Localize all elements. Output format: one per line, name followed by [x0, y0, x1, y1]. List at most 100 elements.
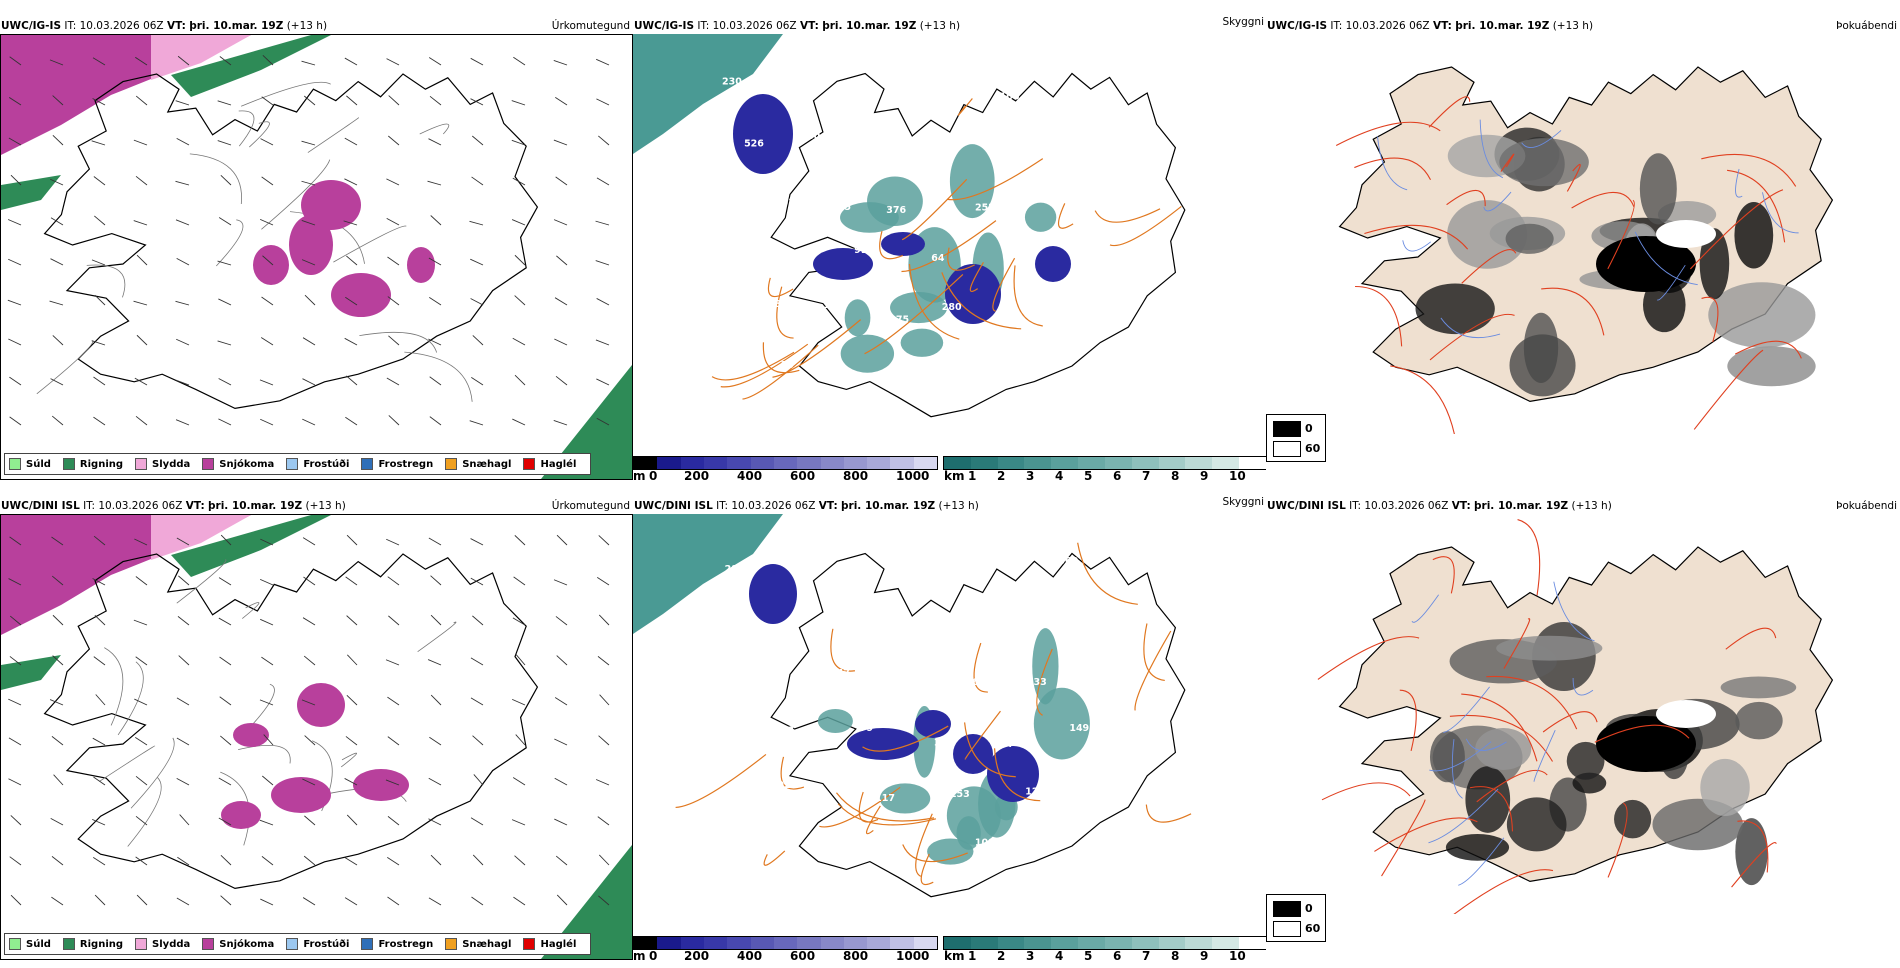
wind-barb — [471, 376, 484, 386]
wind-barb — [51, 415, 64, 426]
legend-label: Slydda — [152, 938, 191, 950]
colorbar-tick: 400 — [737, 949, 763, 963]
snow-blob — [271, 777, 331, 813]
legend-item-6: Snæhagl — [445, 938, 511, 950]
wind-barb — [386, 538, 400, 546]
road — [720, 343, 809, 388]
wind-barb — [553, 579, 568, 586]
wind-barb — [53, 774, 64, 786]
fog-index-area — [1496, 635, 1603, 661]
wind-barb — [135, 56, 148, 66]
fog-patch — [949, 144, 995, 219]
wind-barb — [596, 378, 610, 386]
wind-barb — [135, 815, 148, 826]
wind-barb — [8, 698, 22, 706]
legend-item-2: Slydda — [135, 938, 190, 950]
cloud-base-area — [733, 94, 793, 174]
road — [1486, 675, 1578, 730]
river — [1521, 130, 1562, 148]
fog-patch — [890, 291, 948, 324]
colorbar-cell — [1239, 457, 1266, 469]
wind-barb — [52, 335, 64, 346]
wind-barb — [219, 696, 232, 706]
colorbar-cell — [843, 937, 868, 949]
wind-barb — [555, 855, 568, 866]
fog-index-area — [1506, 797, 1567, 852]
cloud-thickness-label: 176 — [968, 366, 988, 377]
wind-barb — [135, 576, 148, 586]
wind-barb — [51, 855, 64, 866]
colorbar-tick: 10 — [1229, 949, 1246, 963]
wind-barb — [344, 857, 358, 866]
fog-patch — [844, 299, 871, 337]
fog-index-area — [1447, 200, 1528, 269]
road — [1335, 121, 1441, 146]
snow-blob — [407, 247, 435, 283]
wind-barb — [93, 376, 106, 386]
wind-barb — [52, 614, 64, 626]
legend-label: Slydda — [152, 458, 191, 470]
wind-barb — [8, 778, 22, 786]
colorbar-cell — [820, 457, 844, 469]
road — [130, 737, 175, 809]
wind-barb — [386, 377, 400, 386]
wind-barb — [52, 135, 64, 146]
legend-swatch — [286, 938, 299, 950]
wind-barb — [9, 416, 22, 426]
cloud-thickness-label: 145 — [831, 202, 851, 213]
colorbar-tick: 4 — [1055, 949, 1064, 963]
fog-index-area — [1566, 741, 1605, 780]
wind-barb — [388, 615, 400, 626]
wind-barb — [302, 418, 316, 426]
colorbar-cell — [970, 937, 998, 949]
snow-area — [1, 35, 251, 155]
cloud-map-canvas: 289 277 266 152 93 560 121 168 128 167 92 210 23 847 9… — [633, 514, 1192, 898]
road — [261, 159, 331, 230]
wind-barb — [344, 178, 358, 186]
wind-barb — [91, 259, 106, 266]
wind-barb — [387, 856, 400, 866]
cloud-thickness-label: 103 — [823, 300, 843, 311]
cloud-thickness-label: 18 — [1081, 298, 1095, 309]
road — [359, 331, 438, 353]
colorbar-cell — [773, 937, 798, 949]
wind-barb — [511, 100, 526, 106]
wind-barb — [51, 896, 64, 906]
cloud-thickness-label: 117 — [875, 793, 895, 804]
fog-map-canvas — [1317, 519, 1834, 914]
wind-barb — [135, 856, 148, 866]
visibility-unit: km — [944, 469, 965, 483]
wind-barb — [133, 220, 148, 226]
road — [901, 220, 997, 273]
panel-subtitle: Skyggni — [1222, 16, 1265, 28]
river — [1440, 317, 1501, 339]
legend-item-7: Haglél — [523, 938, 576, 950]
thickness-ticks: 0 200 400 600 800 1000 — [649, 949, 949, 963]
wind-barb — [94, 294, 106, 306]
wind-barb — [555, 176, 568, 186]
snow-blob — [221, 801, 261, 829]
cloud-thickness-label: 149 — [1069, 723, 1089, 734]
legend-item-5: Frostregn — [361, 938, 433, 950]
wind-barb — [511, 219, 526, 226]
wind-barb — [52, 95, 64, 106]
river — [1458, 837, 1505, 886]
snow-blob — [289, 215, 333, 275]
wind-barb — [8, 578, 22, 586]
wind-barb — [302, 778, 316, 786]
wind-barb — [344, 897, 358, 906]
road — [819, 786, 901, 828]
wind-barb — [428, 57, 442, 66]
wind-barb — [385, 779, 400, 786]
colorbar-cell — [634, 937, 658, 949]
road — [992, 257, 1016, 312]
road — [307, 117, 359, 153]
colorbar-tick: 2 — [997, 949, 1006, 963]
wind-barb — [302, 537, 316, 546]
wind-barb — [8, 97, 22, 106]
wind-barb — [302, 337, 316, 346]
wind-barb — [301, 140, 316, 146]
wind-barb — [52, 655, 64, 666]
cloud-thickness-label: 62 — [972, 677, 985, 688]
wind-barb — [260, 337, 274, 346]
